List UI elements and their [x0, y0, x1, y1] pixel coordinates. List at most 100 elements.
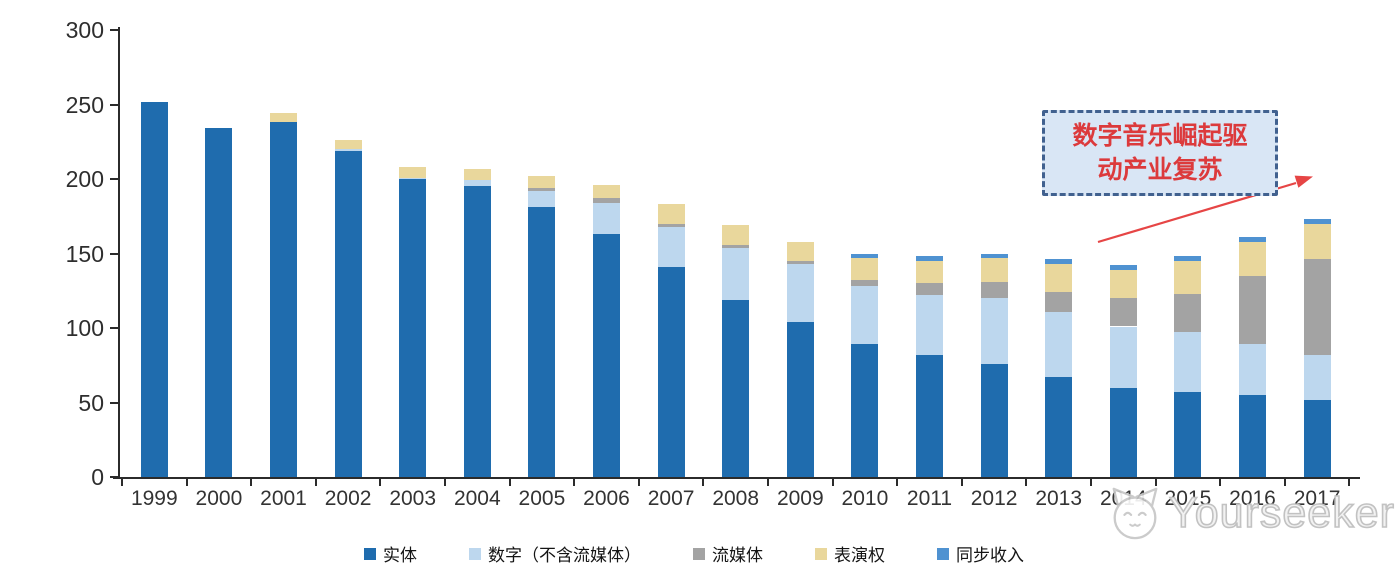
x-tick [573, 478, 576, 486]
bar-segment [1045, 263, 1073, 293]
y-tick [110, 103, 119, 106]
x-tick [185, 478, 188, 486]
x-tick [637, 478, 640, 486]
y-tick-label: 200 [65, 166, 104, 192]
x-tick-label: 2006 [583, 487, 630, 510]
bar-segment [1239, 241, 1266, 276]
x-tick-label: 1999 [130, 487, 178, 510]
x-tick [702, 478, 705, 486]
bar-segment [1045, 259, 1073, 264]
legend-label: 流媒体 [712, 546, 763, 565]
y-tick [110, 252, 119, 255]
bar-segment [851, 280, 879, 287]
y-tick [110, 29, 119, 31]
x-tick [1025, 478, 1028, 486]
bar-segment [657, 226, 685, 267]
legend-label: 表演权 [834, 546, 885, 565]
x-tick [1090, 478, 1092, 486]
x-tick-label: 2002 [324, 487, 372, 510]
legend-swatch [815, 547, 827, 560]
bar-segment [980, 281, 1008, 299]
bar-segment [786, 322, 814, 477]
bar-segment [980, 257, 1008, 282]
x-tick [1348, 478, 1351, 486]
bar-segment [1109, 326, 1137, 388]
bar-segment [1109, 265, 1137, 270]
y-tick [110, 178, 119, 180]
x-tick-label: 2013 [1035, 487, 1083, 510]
bar-segment [786, 263, 814, 323]
bar-segment [786, 260, 814, 264]
bar-segment [1109, 298, 1137, 327]
bar-segment [1109, 387, 1137, 477]
bar-segment [334, 150, 362, 477]
bar-segment [1045, 292, 1073, 312]
bar-segment [528, 190, 556, 208]
bar-segment [593, 234, 620, 477]
bar-segment [593, 184, 620, 199]
y-tick-label: 100 [65, 315, 104, 341]
bar-segment [593, 198, 620, 203]
bar-segment [851, 253, 879, 258]
watermark-text: Yourseeker [1168, 488, 1395, 538]
x-tick [508, 478, 511, 486]
bar-segment [270, 122, 297, 477]
bar-segment [657, 204, 685, 224]
cat-logo-icon [1112, 487, 1158, 540]
x-tick-label: 2007 [647, 487, 695, 510]
legend-swatch [693, 547, 705, 560]
legend-item: 数字（不含流媒体） [469, 541, 641, 566]
annotation-text-line2: 动产业复苏 [1097, 156, 1223, 184]
x-tick-label: 2010 [841, 487, 889, 510]
bar-segment [1239, 344, 1266, 396]
legend-swatch [364, 547, 376, 560]
bar-segment [463, 168, 491, 181]
x-tick [250, 478, 253, 486]
x-tick-label: 2008 [712, 487, 760, 510]
legend-label: 实体 [383, 546, 417, 565]
bar-segment [786, 241, 814, 261]
legend-label: 数字（不含流媒体） [488, 546, 641, 565]
bar-segment [399, 177, 427, 179]
x-tick [831, 478, 834, 486]
legend-item: 实体 [364, 541, 417, 566]
bar-segment [980, 253, 1008, 258]
y-tick [110, 476, 119, 478]
bar-segment [1174, 256, 1202, 261]
bar-segment [593, 202, 620, 235]
x-tick-label: 2005 [518, 487, 566, 510]
legend-item: 同步收入 [937, 541, 1024, 566]
legend: 实体 数字（不含流媒体） 流媒体 表演权 同步收入 [364, 541, 1024, 566]
bar-segment [528, 176, 556, 188]
bar-segment [1303, 259, 1331, 355]
bar-segment [334, 149, 362, 151]
bar-segment [1109, 269, 1137, 299]
bar-segment [657, 223, 685, 227]
x-tick [896, 478, 899, 486]
annotation-box: 数字音乐崛起驱 动产业复苏 [1042, 110, 1278, 196]
legend-swatch [937, 547, 949, 560]
bar-segment [463, 186, 491, 477]
x-tick [379, 478, 382, 486]
x-tick-label: 2000 [195, 487, 243, 510]
x-tick-label: 2003 [389, 487, 437, 510]
x-tick-label: 2004 [453, 487, 501, 510]
bar-segment [916, 354, 943, 477]
legend-item: 流媒体 [693, 541, 763, 566]
bar-segment [722, 247, 750, 300]
x-tick [314, 478, 317, 486]
bar-segment [528, 187, 556, 191]
x-tick [444, 478, 446, 486]
x-tick [1219, 478, 1222, 486]
y-tick-label: 0 [91, 464, 104, 490]
x-tick-label: 2009 [776, 487, 824, 510]
x-tick [767, 478, 769, 486]
bar-segment [1303, 399, 1331, 477]
x-tick-label: 2011 [906, 487, 953, 510]
bar-segment [1239, 237, 1266, 242]
bar-segment [1239, 395, 1266, 477]
bar-segment [1174, 293, 1202, 333]
y-tick-label: 300 [65, 17, 104, 43]
bar-segment [980, 363, 1008, 477]
